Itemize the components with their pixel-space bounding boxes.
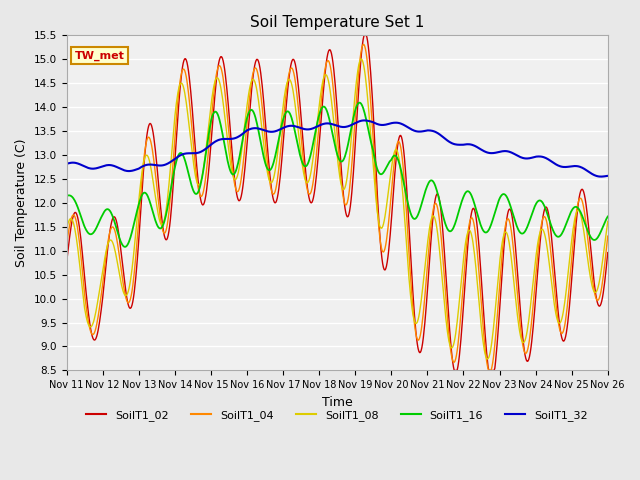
SoilT1_16 [604,214,612,219]
SoilT1_04 [360,42,368,48]
SoilT1_08 [212,77,220,83]
SoilT1_02 [72,210,80,216]
Y-axis label: Soil Temperature (C): Soil Temperature (C) [15,139,28,267]
SoilT1_04 [63,242,70,248]
SoilT1_16 [184,168,191,173]
SoilT1_04 [72,219,80,225]
SoilT1_02 [128,302,136,308]
Line: SoilT1_16: SoilT1_16 [67,103,608,247]
SoilT1_16 [129,226,136,232]
SoilT1_32 [419,128,427,134]
SoilT1_16 [355,100,363,106]
SoilT1_32 [183,151,191,156]
SoilT1_02 [361,33,369,38]
SoilT1_02 [451,368,459,373]
SoilT1_08 [419,279,427,285]
SoilT1_04 [212,77,220,83]
SoilT1_02 [419,335,427,340]
SoilT1_32 [404,124,412,130]
SoilT1_32 [361,118,369,123]
SoilT1_08 [63,227,70,232]
SoilT1_32 [597,174,605,180]
SoilT1_08 [183,105,191,111]
SoilT1_16 [404,202,412,208]
SoilT1_04 [485,368,493,373]
Legend: SoilT1_02, SoilT1_04, SoilT1_08, SoilT1_16, SoilT1_32: SoilT1_02, SoilT1_04, SoilT1_08, SoilT1_… [82,406,592,425]
SoilT1_04 [404,227,412,232]
X-axis label: Time: Time [322,396,353,408]
SoilT1_32 [212,139,220,144]
SoilT1_02 [404,199,412,204]
SoilT1_04 [604,233,612,239]
SoilT1_02 [212,85,220,91]
SoilT1_08 [483,356,491,362]
SoilT1_32 [72,160,80,166]
SoilT1_04 [419,310,427,315]
SoilT1_32 [604,173,612,179]
SoilT1_02 [604,250,612,255]
Text: TW_met: TW_met [75,51,125,61]
Line: SoilT1_04: SoilT1_04 [67,45,608,371]
SoilT1_16 [212,109,220,115]
SoilT1_04 [183,78,191,84]
SoilT1_16 [420,192,428,198]
SoilT1_08 [128,266,136,272]
SoilT1_32 [63,161,70,167]
Line: SoilT1_02: SoilT1_02 [67,36,608,371]
SoilT1_08 [357,56,365,62]
SoilT1_02 [183,60,191,65]
SoilT1_08 [404,255,412,261]
Title: Soil Temperature Set 1: Soil Temperature Set 1 [250,15,424,30]
SoilT1_02 [63,260,70,266]
SoilT1_16 [122,244,129,250]
SoilT1_04 [128,288,136,294]
Line: SoilT1_32: SoilT1_32 [67,120,608,177]
SoilT1_16 [63,193,70,199]
SoilT1_16 [72,201,80,207]
SoilT1_08 [604,218,612,224]
SoilT1_32 [128,168,136,174]
SoilT1_08 [72,235,80,240]
Line: SoilT1_08: SoilT1_08 [67,59,608,359]
